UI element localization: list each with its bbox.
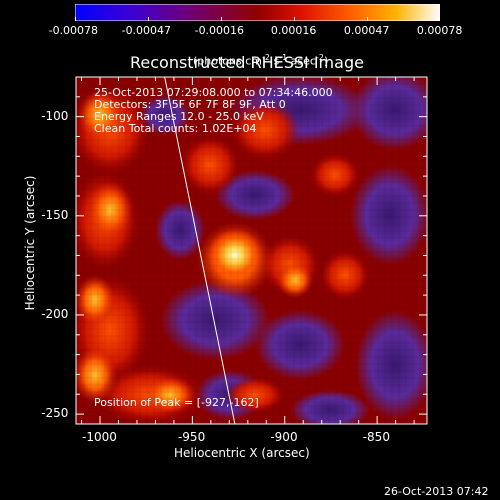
overlay-detectors: Detectors: 3F 5F 6F 7F 8F 9F, Att 0 [94,98,286,111]
plot-frame [75,76,428,425]
x-axis-label: Heliocentric X (arcsec) [174,446,310,460]
colorbar [75,4,440,21]
y-tick-label: -250 [41,406,69,421]
x-tick-label: -950 [177,430,206,444]
colorbar-tick [439,17,440,21]
y-tick-label: -150 [41,207,69,222]
colorbar-tick [221,17,222,21]
overlay-time-range: 25-Oct-2013 07:29:08.000 to 07:34:46.000 [94,86,333,99]
overlay-clean-counts: Clean Total counts: 1.02E+04 [94,122,257,135]
y-axis-label: Heliocentric Y (arcsec) [23,175,37,311]
colorbar-tick-label: -0.00047 [121,24,172,37]
colorbar-tick [75,17,76,21]
colorbar-tick [148,17,149,21]
colorbar-tick-label: -0.00078 [48,24,99,37]
overlay-energy-range: Energy Ranges 12.0 - 25.0 keV [94,110,264,123]
colorbar-tick [367,17,368,21]
chart-title: Reconstructed RHESSI Image [130,53,364,72]
colorbar-tick-label: -0.00016 [194,24,245,37]
footer-timestamp: 26-Oct-2013 07:42 [384,485,489,498]
heatmap-image [76,77,427,424]
colorbar-tick-label: 0.00078 [416,24,463,37]
x-tick-label: -900 [270,430,298,444]
x-tick-label: -850 [362,430,390,444]
y-tick-label: -200 [41,306,69,321]
colorbar-tick-label: 0.00016 [270,24,317,37]
colorbar-tick [294,17,295,21]
overlay-peak-position: Position of Peak = [-927,-162] [94,396,259,409]
colorbar-tick-label: 0.00047 [343,24,390,37]
axis-ticks [76,76,427,424]
y-tick-label: -100 [41,108,69,123]
colorbar-units: (photons cm-2 s-1 asec-2) [193,53,329,68]
solar-limb-line [164,76,236,425]
x-tick-label: -1000 [82,430,117,444]
